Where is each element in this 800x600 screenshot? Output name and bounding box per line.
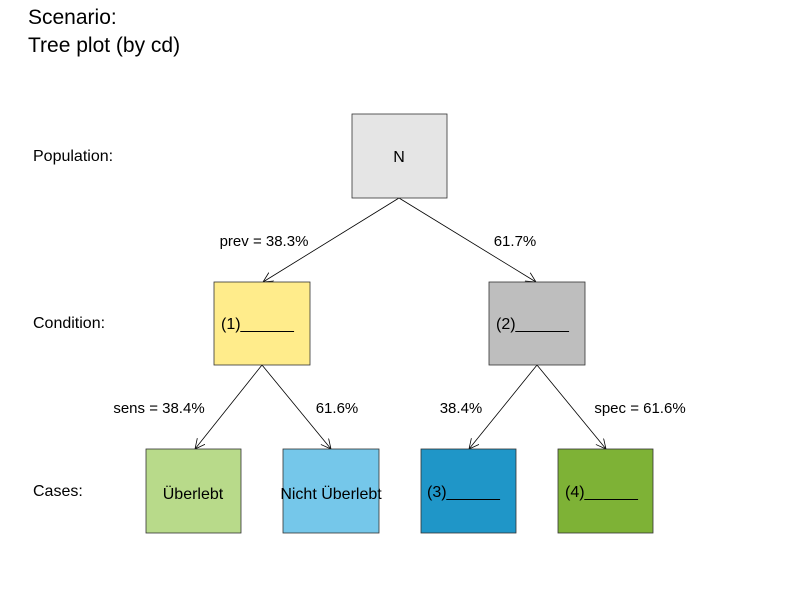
node-condition-false: (2)______ <box>488 281 586 366</box>
edge-condition-true-to-hit <box>195 364 263 449</box>
row-label-condition: Condition: <box>33 315 106 332</box>
node-case-correct-rejection: (4)______ <box>557 448 654 534</box>
node-condition-true: (1)______ <box>213 281 311 366</box>
node-case-hit-label: Überlebt <box>163 485 224 503</box>
node-condition-false-label: (2)______ <box>496 316 570 333</box>
edge-label-spec-complement: 38.4% <box>440 400 483 417</box>
node-case-false-alarm-label: (3)______ <box>427 484 501 501</box>
edge-condition-false-to-false-alarm <box>469 364 538 449</box>
title-line-2: Tree plot (by cd) <box>28 34 181 57</box>
edge-label-sens-complement: 61.6% <box>316 400 359 417</box>
node-case-miss: Nicht Überlebt <box>280 448 382 534</box>
edge-condition-true-to-miss <box>261 364 331 449</box>
edge-condition-false-to-correct-rejection <box>536 364 606 449</box>
node-case-false-alarm: (3)______ <box>420 448 517 534</box>
edge-label-prev-complement: 61.7% <box>494 233 537 250</box>
node-case-miss-label: Nicht Überlebt <box>280 485 382 503</box>
edge-label-prev: prev = 38.3% <box>220 233 309 250</box>
edge-label-sens: sens = 38.4% <box>113 400 204 417</box>
row-label-population: Population: <box>33 148 114 165</box>
node-population-label: N <box>393 149 405 166</box>
node-case-correct-rejection-label: (4)______ <box>565 484 639 501</box>
title-line-1: Scenario: <box>28 6 117 29</box>
edge-population-to-condition-false <box>398 197 536 282</box>
row-label-cases: Cases: <box>33 483 83 500</box>
node-case-hit: Überlebt <box>145 448 242 534</box>
edge-label-spec: spec = 61.6% <box>594 400 685 417</box>
diagram-title: Scenario: Tree plot (by cd) <box>28 4 180 60</box>
node-condition-true-label: (1)______ <box>221 316 295 333</box>
edge-population-to-condition-true <box>263 197 400 282</box>
node-population: N <box>351 113 448 199</box>
